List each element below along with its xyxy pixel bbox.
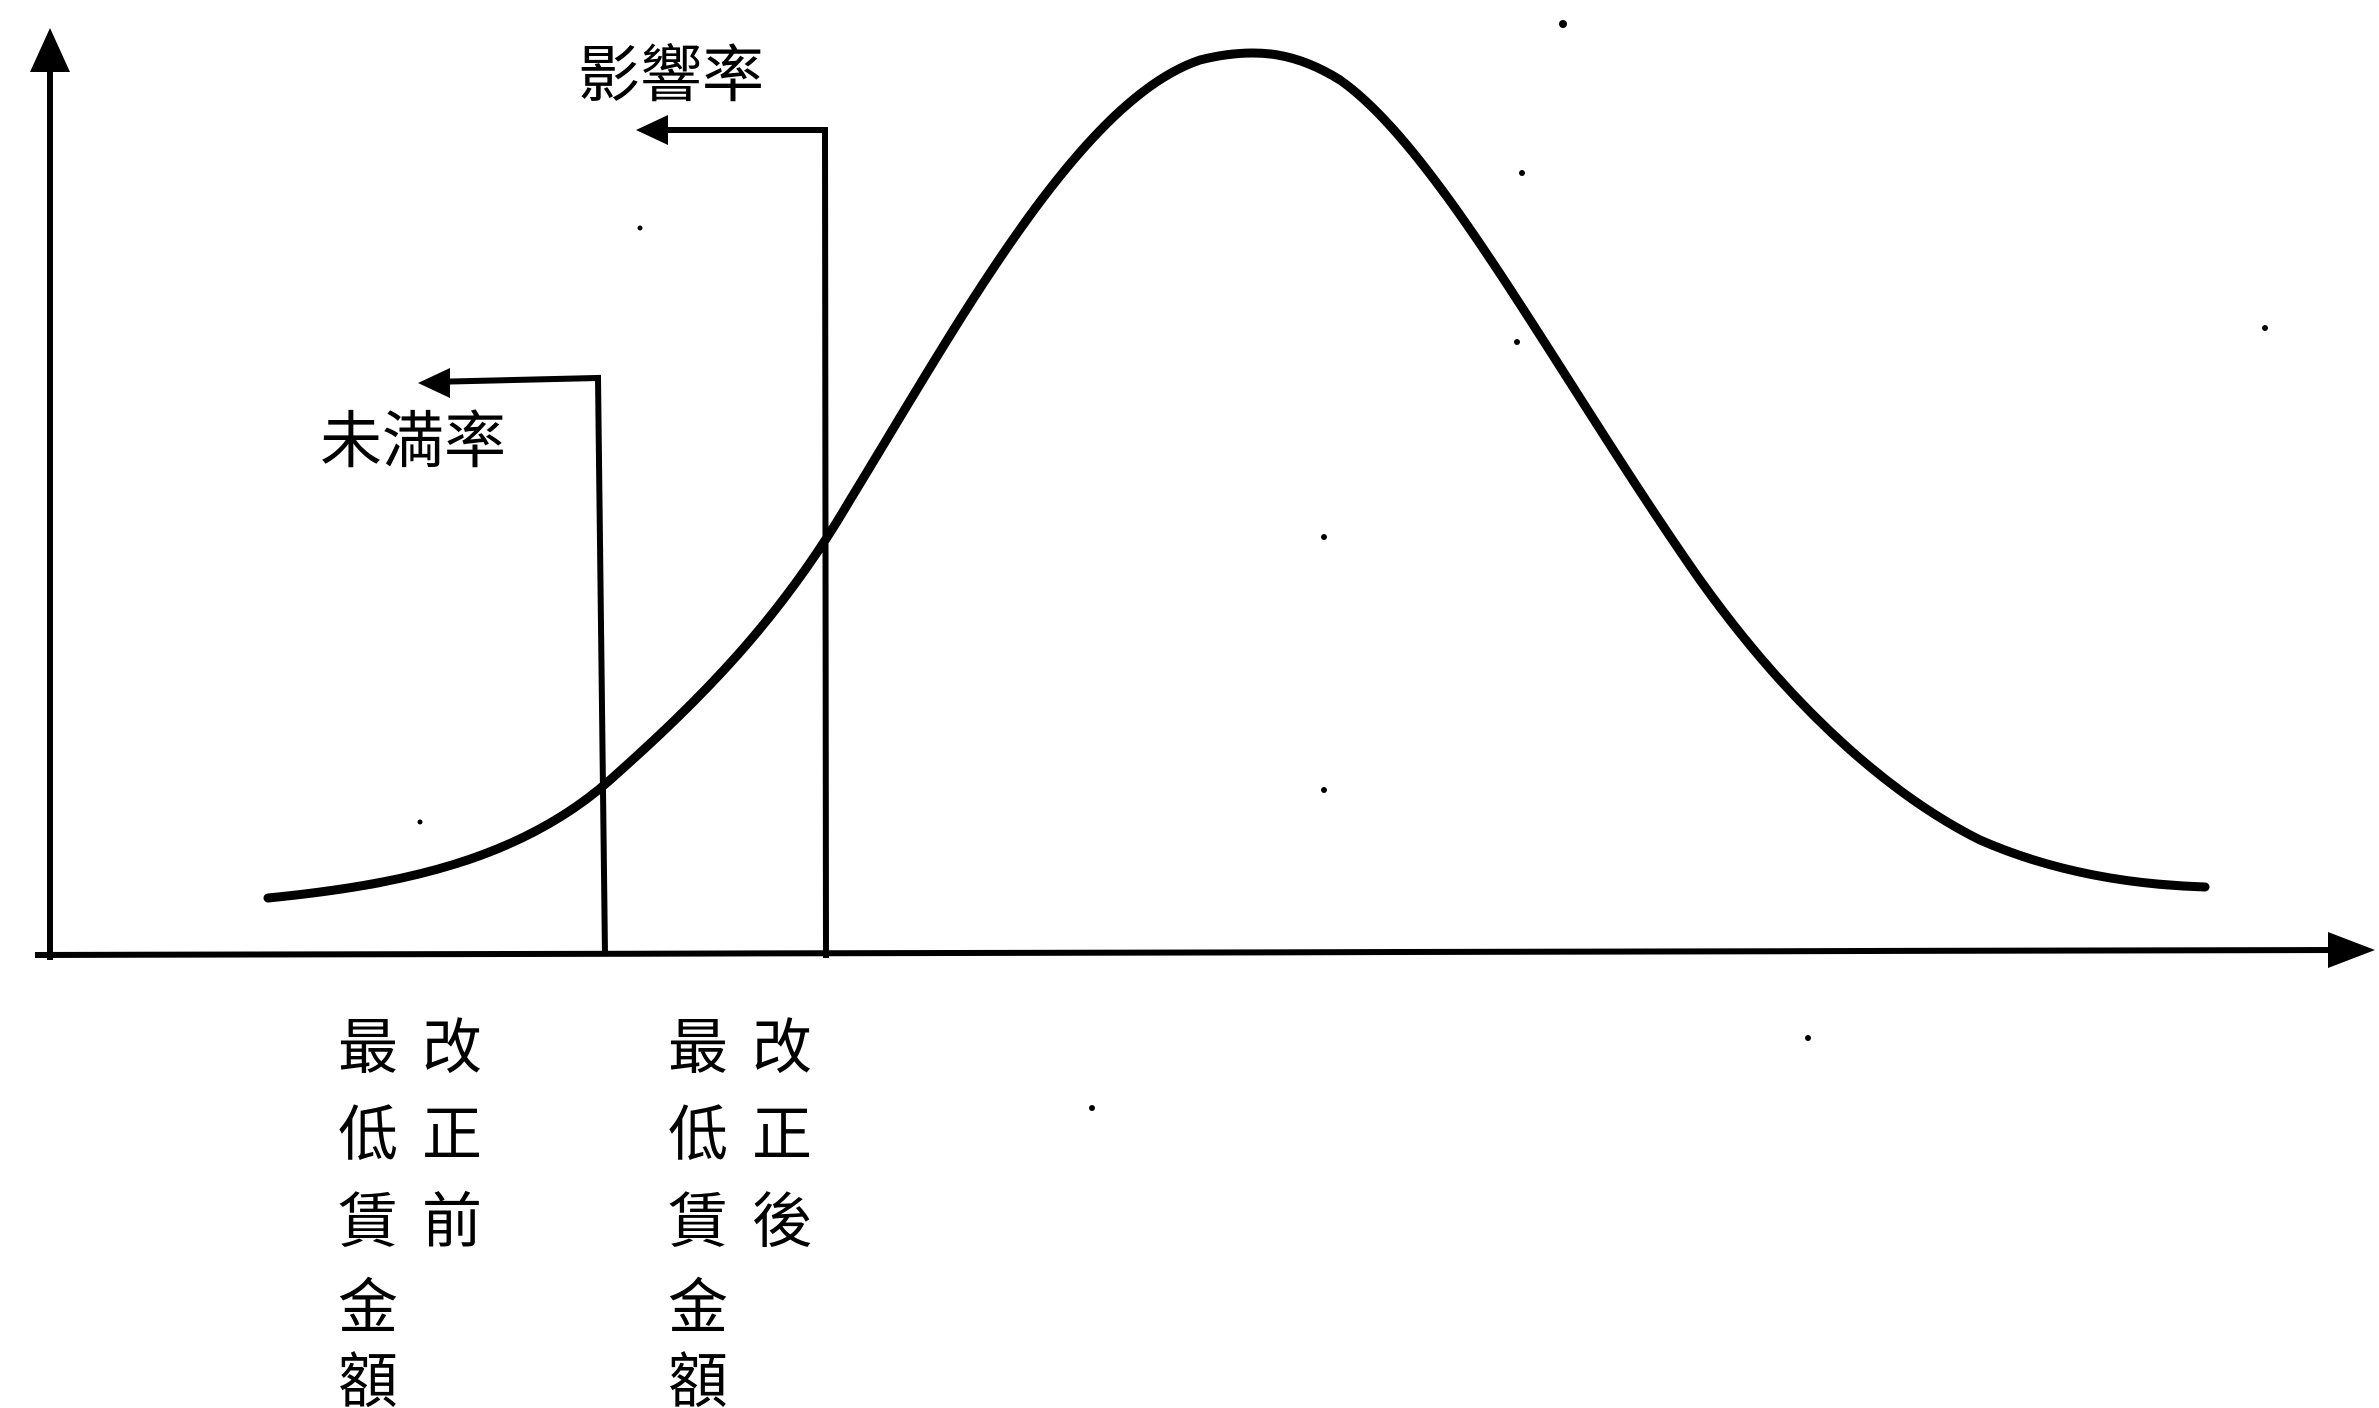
- pre-label-char: 低: [338, 1100, 398, 1170]
- post-label-char: 賃: [668, 1187, 728, 1257]
- x-axis: [34, 947, 2336, 958]
- post-label-char: 最: [668, 1013, 728, 1083]
- post-label-char: 低: [668, 1100, 728, 1170]
- pre-revision-wage-label: 最 低 賃 金 額 改 正 前: [338, 1013, 482, 1408]
- post-label-char: 改: [752, 1013, 812, 1083]
- pre-label-char: 最: [338, 1013, 398, 1083]
- post-label-char: 正: [752, 1100, 812, 1170]
- impact-rate-label: 影響率: [578, 38, 764, 111]
- pre-label-char: 額: [338, 1347, 398, 1408]
- x-axis-arrowhead: [2328, 932, 2375, 968]
- y-axis-arrowhead: [30, 28, 70, 72]
- pre-label-char: 金: [338, 1273, 398, 1343]
- post-label-char: 金: [668, 1273, 728, 1343]
- pre-label-char: 正: [422, 1100, 482, 1170]
- pre-label-char: 前: [422, 1187, 482, 1257]
- post-revision-wage-line: [650, 127, 829, 959]
- unmet-rate-arrowhead: [418, 368, 450, 398]
- post-label-char: 後: [752, 1187, 812, 1257]
- impact-rate-arrowhead: [636, 115, 668, 145]
- wage-distribution-curve: [263, 48, 2210, 903]
- unmet-rate-label: 未満率: [320, 404, 506, 477]
- scan-speckles: [417, 20, 2268, 1111]
- post-label-char: 額: [668, 1347, 728, 1408]
- post-revision-wage-label: 最 低 賃 金 額 改 正 後: [668, 1013, 812, 1408]
- pre-revision-wage-line: [429, 374, 608, 956]
- pre-label-char: 改: [422, 1013, 482, 1083]
- pre-label-char: 賃: [338, 1187, 398, 1257]
